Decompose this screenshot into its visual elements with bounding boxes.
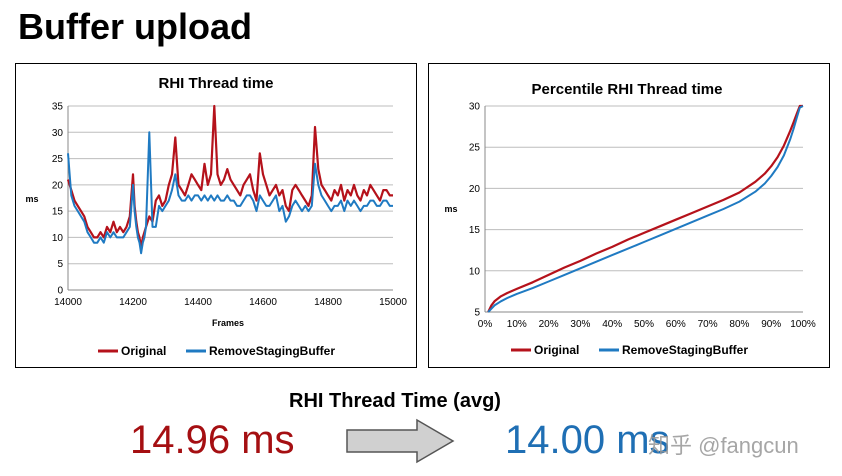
avg-new-value: 14.00 ms bbox=[505, 418, 670, 462]
avg-heading: RHI Thread Time (avg) bbox=[289, 390, 501, 412]
grid bbox=[484, 105, 803, 313]
x-axis-label: Frames bbox=[212, 318, 244, 328]
x-tick-label: 80% bbox=[729, 319, 749, 330]
y-axis-label: ms bbox=[444, 204, 457, 214]
legend-label-removestagingbuffer: RemoveStagingBuffer bbox=[209, 344, 335, 358]
y-tick-label: 30 bbox=[52, 128, 64, 139]
legend: Original RemoveStagingBuffer bbox=[98, 344, 335, 358]
x-tick-label: 30% bbox=[570, 319, 590, 330]
avg-original-value: 14.96 ms bbox=[130, 418, 295, 462]
x-tick-label: 15000 bbox=[379, 297, 407, 308]
series-lines bbox=[66, 104, 393, 255]
percentile-chart-svg: Percentile RHI Thread time ms 5 10 15 20 25 3… bbox=[444, 81, 816, 357]
rhi-thread-time-chart: RHI Thread time Frames ms 0 5 10 15 20 25 30 35… bbox=[15, 63, 417, 368]
tick-labels: 0 5 10 15 20 25 30 35 14000 14200 14400 14600 14800 1… bbox=[52, 102, 407, 309]
y-tick-label: 20 bbox=[469, 184, 481, 195]
x-tick-label: 50% bbox=[634, 319, 654, 330]
watermark: 知乎 @fangcun bbox=[648, 433, 799, 458]
y-tick-label: 15 bbox=[52, 207, 64, 218]
y-tick-label: 0 bbox=[57, 286, 63, 297]
x-tick-label: 14400 bbox=[184, 297, 212, 308]
y-tick-label: 30 bbox=[469, 102, 481, 113]
x-tick-label: 14000 bbox=[54, 297, 82, 308]
x-tick-label: 60% bbox=[666, 319, 686, 330]
y-tick-label: 10 bbox=[52, 233, 64, 244]
series-lines bbox=[487, 104, 804, 313]
series-line-removestagingbuffer bbox=[487, 105, 804, 313]
y-tick-label: 5 bbox=[474, 308, 480, 319]
y-tick-label: 25 bbox=[52, 154, 64, 165]
y-axis-label: ms bbox=[25, 194, 38, 204]
x-tick-label: 14600 bbox=[249, 297, 277, 308]
chart-title: Percentile RHI Thread time bbox=[532, 81, 723, 98]
x-tick-label: 0% bbox=[478, 319, 493, 330]
series-line-original bbox=[487, 104, 803, 313]
x-tick-label: 14200 bbox=[119, 297, 147, 308]
x-tick-label: 70% bbox=[698, 319, 718, 330]
percentile-rhi-thread-time-chart: Percentile RHI Thread time ms 5 10 15 20 25 3… bbox=[428, 63, 830, 368]
chart-title: RHI Thread time bbox=[158, 75, 273, 92]
y-tick-label: 5 bbox=[57, 259, 63, 270]
y-tick-label: 25 bbox=[469, 143, 481, 154]
y-tick-label: 15 bbox=[469, 225, 481, 236]
y-tick-label: 20 bbox=[52, 180, 64, 191]
slide-title: Buffer upload bbox=[18, 6, 252, 47]
y-tick-label: 10 bbox=[469, 266, 481, 277]
legend: Original RemoveStagingBuffer bbox=[511, 343, 748, 357]
legend-label-removestagingbuffer: RemoveStagingBuffer bbox=[622, 343, 748, 357]
x-tick-label: 20% bbox=[539, 319, 559, 330]
x-tick-label: 10% bbox=[507, 319, 527, 330]
series-line-removestagingbuffer bbox=[67, 131, 393, 255]
x-tick-label: 40% bbox=[602, 319, 622, 330]
series-line-original bbox=[66, 104, 393, 249]
legend-label-original: Original bbox=[121, 344, 166, 358]
legend-label-original: Original bbox=[534, 343, 579, 357]
x-tick-label: 14800 bbox=[314, 297, 342, 308]
tick-labels: 5 10 15 20 25 30 0% 10% 20% 30% 40% 50% 60% 70% 80% 90%… bbox=[469, 102, 816, 331]
x-tick-label: 90% bbox=[761, 319, 781, 330]
x-tick-label: 100% bbox=[790, 319, 816, 330]
rhi-thread-time-svg: RHI Thread time Frames ms 0 5 10 15 20 25 30 35… bbox=[25, 75, 407, 358]
y-tick-label: 35 bbox=[52, 102, 64, 113]
right-arrow-icon bbox=[346, 418, 455, 464]
